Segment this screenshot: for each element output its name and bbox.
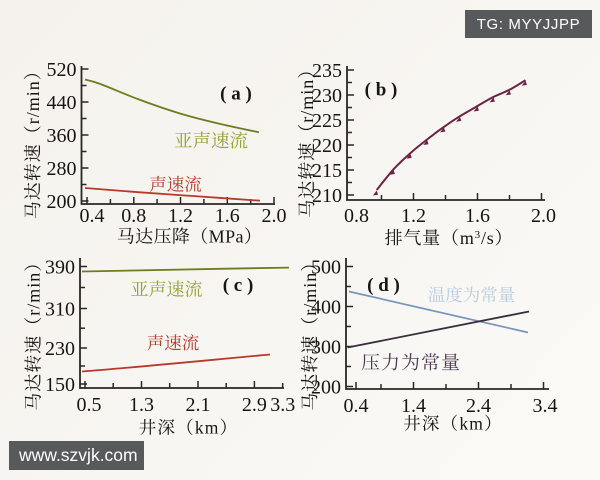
svg-text:230: 230 xyxy=(312,85,342,107)
svg-text:( a ): ( a ) xyxy=(220,84,252,105)
svg-text:200: 200 xyxy=(47,191,77,213)
svg-text:3.4: 3.4 xyxy=(533,395,558,417)
svg-text:温度为常量: 温度为常量 xyxy=(428,282,516,307)
svg-text:1.3: 1.3 xyxy=(129,394,154,416)
svg-text:( d ): ( d ) xyxy=(367,275,400,296)
svg-text:400: 400 xyxy=(311,297,341,319)
svg-text:230: 230 xyxy=(45,338,75,360)
svg-text:0.4: 0.4 xyxy=(80,205,105,227)
svg-text:马达转速（r/min）: 马达转速（r/min） xyxy=(293,60,319,218)
svg-text:2.4: 2.4 xyxy=(466,395,491,417)
svg-text:390: 390 xyxy=(45,257,75,279)
svg-text:0.5: 0.5 xyxy=(77,394,102,416)
svg-text:3.3: 3.3 xyxy=(270,394,295,416)
svg-text:0.8: 0.8 xyxy=(344,205,369,227)
svg-text:225: 225 xyxy=(312,110,342,132)
svg-text:360: 360 xyxy=(47,125,77,147)
svg-text:声速流: 声速流 xyxy=(147,330,200,355)
svg-text:2.0: 2.0 xyxy=(531,205,556,227)
svg-text:( c ): ( c ) xyxy=(223,275,254,296)
svg-text:井深（km）: 井深（km） xyxy=(403,411,503,436)
svg-text:0.8: 0.8 xyxy=(121,205,146,227)
svg-text:280: 280 xyxy=(47,158,77,180)
svg-text:排气量（m3/s）: 排气量（m3/s） xyxy=(385,224,514,250)
svg-text:520: 520 xyxy=(47,59,77,81)
svg-text:声速流: 声速流 xyxy=(149,172,202,197)
svg-text:压力为常量: 压力为常量 xyxy=(361,348,461,375)
svg-text:300: 300 xyxy=(311,337,341,359)
svg-text:2.1: 2.1 xyxy=(186,394,211,416)
svg-text:亚声速流: 亚声速流 xyxy=(174,127,248,153)
svg-text:井深（km）: 井深（km） xyxy=(139,415,239,440)
svg-text:1.6: 1.6 xyxy=(215,205,240,227)
svg-text:1.6: 1.6 xyxy=(465,205,490,227)
svg-text:235: 235 xyxy=(312,60,342,82)
svg-text:2.9: 2.9 xyxy=(242,394,267,416)
svg-text:500: 500 xyxy=(311,257,341,279)
svg-text:0.4: 0.4 xyxy=(344,395,369,417)
svg-text:马达转速（r/min）: 马达转速（r/min） xyxy=(19,253,45,411)
svg-text:210: 210 xyxy=(312,185,342,207)
svg-text:200: 200 xyxy=(311,377,341,399)
svg-text:( b ): ( b ) xyxy=(365,80,398,101)
svg-text:2.0: 2.0 xyxy=(262,205,287,227)
svg-text:马达压降（MPa）: 马达压降（MPa） xyxy=(117,223,263,249)
svg-text:马达转速（r/min）: 马达转速（r/min） xyxy=(19,61,45,219)
svg-text:215: 215 xyxy=(312,160,342,182)
svg-text:310: 310 xyxy=(45,299,75,321)
svg-text:1.4: 1.4 xyxy=(401,395,426,417)
svg-text:马达转速（r/min）: 马达转速（r/min） xyxy=(296,253,322,411)
svg-text:1.2: 1.2 xyxy=(401,205,426,227)
svg-text:150: 150 xyxy=(45,374,75,396)
svg-text:220: 220 xyxy=(312,135,342,157)
svg-text:亚声速流: 亚声速流 xyxy=(131,276,203,302)
svg-text:440: 440 xyxy=(47,92,77,114)
svg-text:1.2: 1.2 xyxy=(168,205,193,227)
